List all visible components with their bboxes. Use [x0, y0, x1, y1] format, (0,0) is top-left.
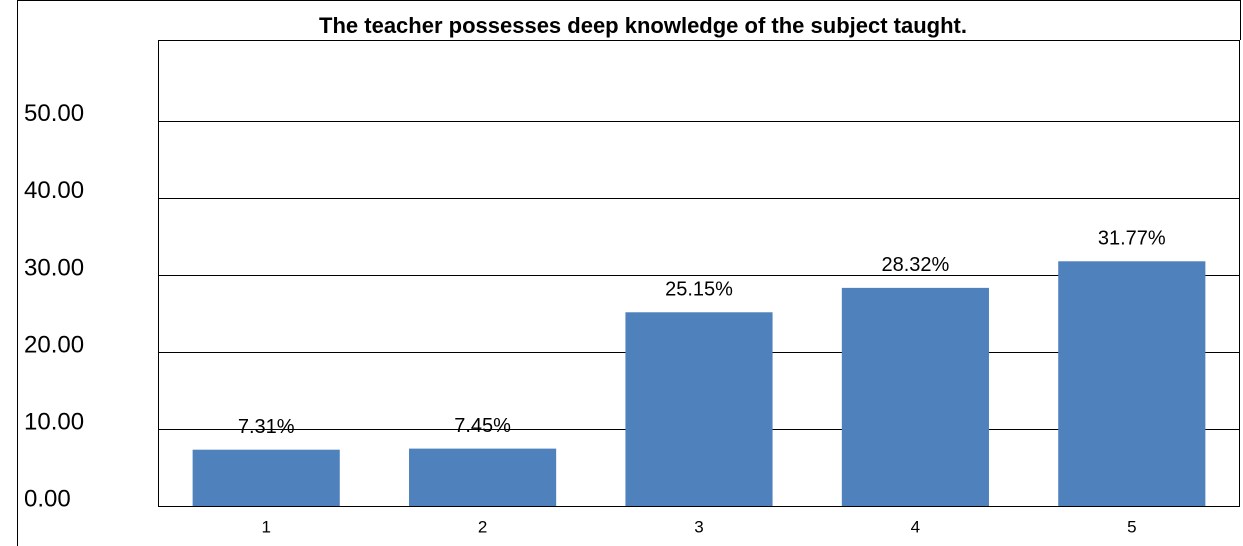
data-label: 7.45% [454, 415, 511, 437]
y-tick-label: 40.00 [24, 177, 84, 204]
data-label: 31.77% [1098, 228, 1166, 250]
bar [409, 448, 557, 506]
x-tick-label: 1 [261, 517, 270, 536]
chart-title: The teacher possesses deep knowledge of … [319, 13, 967, 38]
x-tick-label: 4 [911, 517, 920, 536]
bar [841, 287, 989, 506]
x-tick-label: 5 [1127, 517, 1136, 536]
data-label: 25.15% [665, 279, 733, 301]
y-tick-label: 0.00 [24, 485, 71, 512]
bar [1058, 261, 1206, 506]
bar [625, 312, 773, 506]
bar [192, 449, 340, 506]
y-tick-label: 30.00 [24, 254, 84, 281]
x-tick-label: 2 [478, 517, 487, 536]
x-tick-label: 3 [694, 517, 703, 536]
data-label: 28.32% [881, 254, 949, 276]
data-label: 7.31% [238, 416, 295, 438]
y-tick-label: 10.00 [24, 408, 84, 435]
y-tick-label: 50.00 [24, 100, 84, 127]
y-tick-label: 20.00 [24, 331, 84, 358]
